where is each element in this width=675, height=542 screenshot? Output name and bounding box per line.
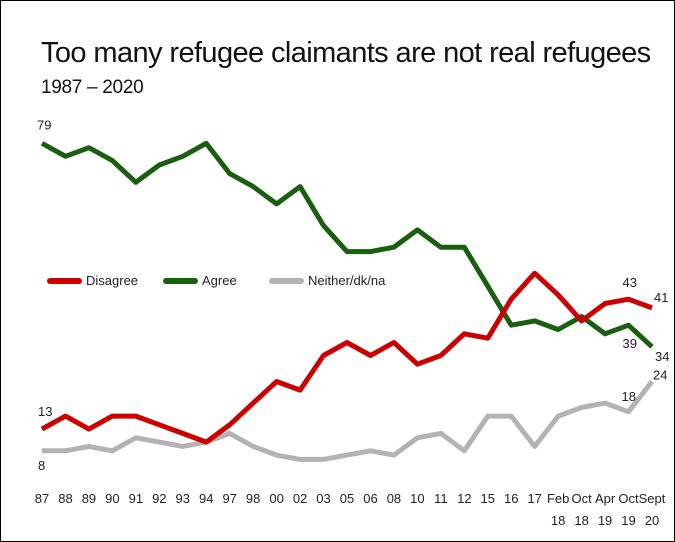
x-tick-label: 92 bbox=[152, 491, 166, 506]
x-tick-label: Oct bbox=[571, 491, 592, 506]
x-tick-label: Sept bbox=[639, 491, 666, 506]
chart-subtitle: 1987 – 2020 bbox=[41, 77, 144, 98]
x-tick-label: 98 bbox=[246, 491, 260, 506]
x-tick-label: 20 bbox=[645, 513, 659, 528]
series-line-neither-dk-na bbox=[42, 379, 654, 462]
data-label-agree: 79 bbox=[37, 117, 51, 132]
x-tick-label: 19 bbox=[598, 513, 612, 528]
x-tick-label: 11 bbox=[434, 491, 448, 506]
x-tick-label: 90 bbox=[105, 491, 119, 506]
data-label-neither-dk-na: 24 bbox=[653, 367, 667, 382]
x-tick-label: Apr bbox=[595, 491, 616, 506]
x-tick-label: 97 bbox=[222, 491, 236, 506]
series-line-agree bbox=[40, 140, 654, 349]
data-label-neither-dk-na: 18 bbox=[622, 389, 636, 404]
x-tick-label: 88 bbox=[58, 491, 72, 506]
data-label-agree: 34 bbox=[655, 349, 669, 364]
x-tick-label: 19 bbox=[621, 513, 635, 528]
x-tick-label: 03 bbox=[316, 491, 330, 506]
x-tick-label: 00 bbox=[269, 491, 283, 506]
x-tick-label: 05 bbox=[340, 491, 354, 506]
x-tick-label: Feb bbox=[547, 491, 569, 506]
x-tick-label: Oct bbox=[618, 491, 639, 506]
x-tick-label: 10 bbox=[410, 491, 424, 506]
x-tick-label: 94 bbox=[199, 491, 213, 506]
x-tick-label: 08 bbox=[387, 491, 401, 506]
x-tick-label: 12 bbox=[457, 491, 471, 506]
x-tick-label: 18 bbox=[551, 513, 565, 528]
x-tick-label: 02 bbox=[293, 491, 307, 506]
data-label-disagree: 41 bbox=[654, 290, 668, 305]
chart-title: Too many refugee claimants are not real … bbox=[41, 37, 651, 69]
x-tick-label: 18 bbox=[574, 513, 588, 528]
x-tick-label: 16 bbox=[504, 491, 518, 506]
data-label-disagree: 13 bbox=[38, 404, 52, 419]
x-tick-label: 87 bbox=[35, 491, 49, 506]
data-label-disagree: 43 bbox=[623, 275, 637, 290]
x-tick-label: 93 bbox=[176, 491, 190, 506]
x-tick-label: 15 bbox=[481, 491, 495, 506]
legend-label-agree: Agree bbox=[202, 273, 237, 288]
x-tick-label: 17 bbox=[527, 491, 541, 506]
x-tick-label: 89 bbox=[82, 491, 96, 506]
data-label-neither-dk-na: 8 bbox=[38, 458, 45, 473]
x-tick-label: 91 bbox=[129, 491, 143, 506]
legend-label-disagree: Disagree bbox=[86, 273, 138, 288]
data-label-agree: 39 bbox=[623, 336, 637, 351]
series-line-disagree bbox=[40, 270, 653, 445]
x-tick-label: 06 bbox=[363, 491, 377, 506]
legend-label-neither-dk-na: Neither/dk/na bbox=[308, 273, 386, 288]
